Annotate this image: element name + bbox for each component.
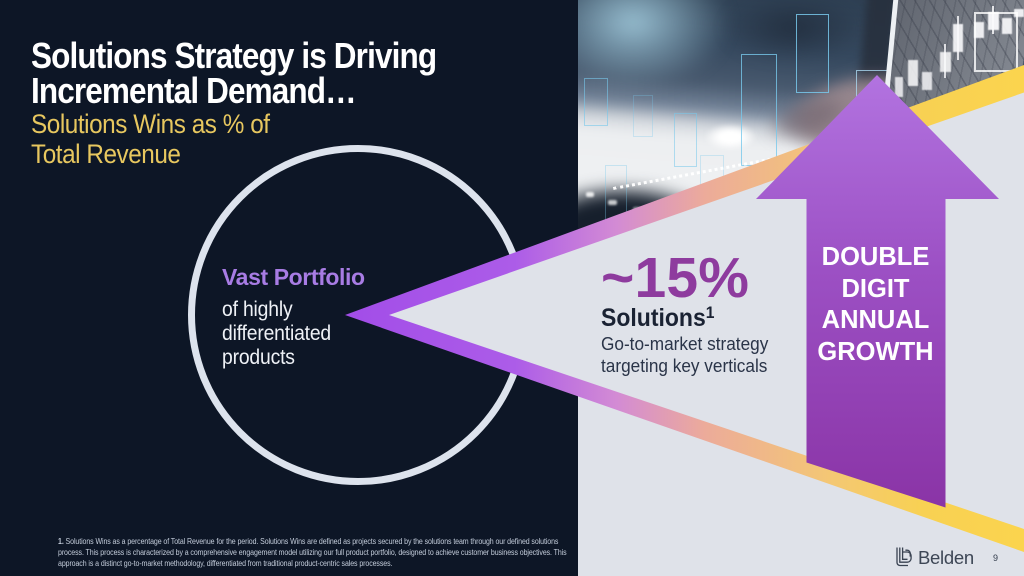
svg-text:Belden: Belden [918,547,974,568]
